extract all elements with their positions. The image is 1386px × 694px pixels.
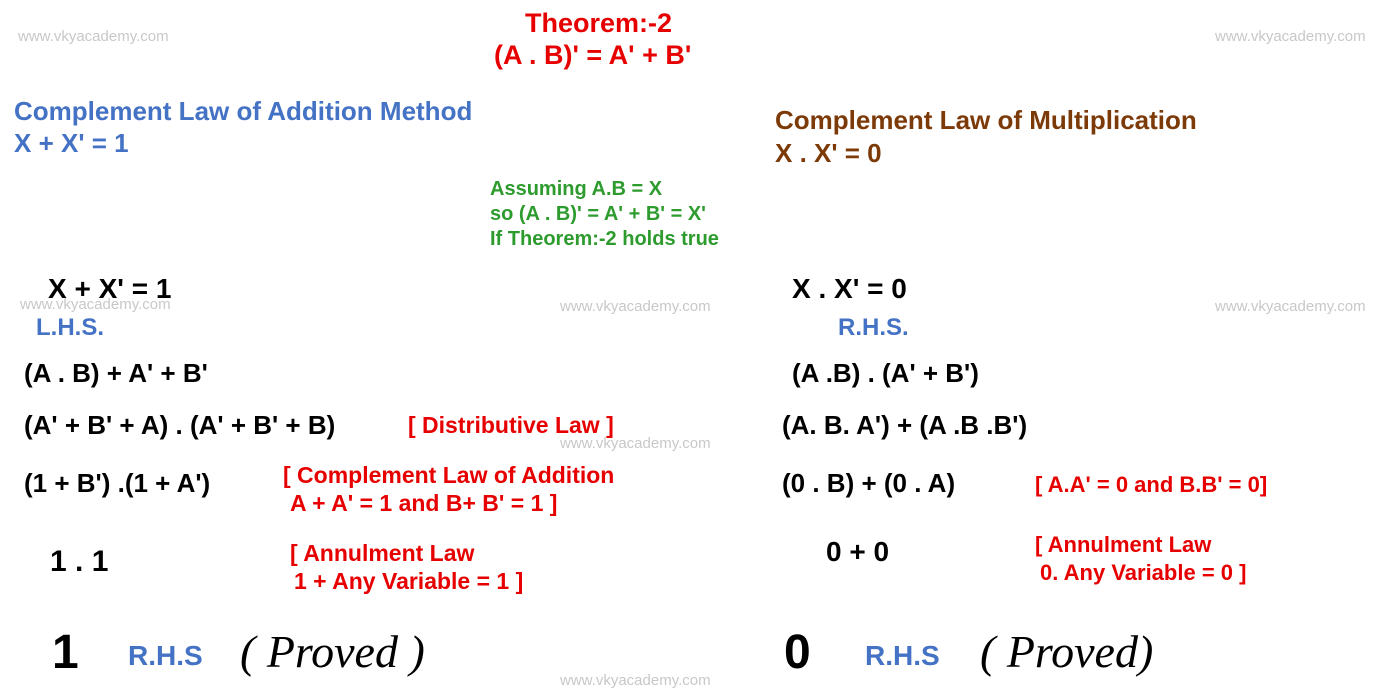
assumption-line3: If Theorem:-2 holds true — [490, 228, 719, 251]
right-step3: (0 . B) + (0 . A) — [782, 468, 955, 499]
left-side: L.H.S. — [36, 314, 104, 342]
left-step3: (1 + B') .(1 + A') — [24, 468, 210, 499]
left-heading: Complement Law of Addition Method — [14, 96, 472, 127]
right-step1: (A .B) . (A' + B') — [792, 358, 979, 389]
left-identity: X + X' = 1 — [14, 128, 129, 159]
right-note4a: [ Annulment Law — [1035, 532, 1211, 558]
right-start-eq: X . X' = 0 — [792, 273, 907, 305]
right-rhs: R.H.S — [865, 640, 940, 672]
right-result: 0 — [784, 625, 811, 680]
right-identity: X . X' = 0 — [775, 138, 882, 169]
watermark: www.vkyacademy.com — [560, 672, 711, 689]
left-rhs: R.H.S — [128, 640, 203, 672]
right-note4b: 0. Any Variable = 0 ] — [1040, 560, 1246, 586]
left-proved: ( Proved ) — [240, 625, 425, 678]
watermark: www.vkyacademy.com — [18, 28, 169, 45]
right-heading: Complement Law of Multiplication — [775, 105, 1197, 136]
left-note3a: [ Complement Law of Addition — [283, 462, 614, 489]
right-proved: ( Proved) — [980, 625, 1153, 678]
right-note3: [ A.A' = 0 and B.B' = 0] — [1035, 472, 1267, 498]
theorem-equation: (A . B)' = A' + B' — [494, 40, 691, 71]
right-step2: (A. B. A') + (A .B .B') — [782, 410, 1027, 441]
left-note3b: A + A' = 1 and B+ B' = 1 ] — [290, 490, 557, 517]
assumption-line1: Assuming A.B = X — [490, 178, 662, 201]
left-note4a: [ Annulment Law — [290, 540, 474, 567]
left-note4b: 1 + Any Variable = 1 ] — [294, 568, 523, 595]
theorem-title: Theorem:-2 — [525, 8, 672, 39]
left-step2: (A' + B' + A) . (A' + B' + B) — [24, 410, 335, 441]
right-step4: 0 + 0 — [826, 536, 889, 568]
left-start-eq: X + X' = 1 — [48, 273, 171, 305]
watermark: www.vkyacademy.com — [1215, 298, 1366, 315]
watermark: www.vkyacademy.com — [560, 298, 711, 315]
left-step1: (A . B) + A' + B' — [24, 358, 208, 389]
right-side: R.H.S. — [838, 314, 909, 342]
left-step4: 1 . 1 — [50, 545, 108, 579]
watermark: www.vkyacademy.com — [1215, 28, 1366, 45]
left-result: 1 — [52, 625, 79, 680]
assumption-line2: so (A . B)' = A' + B' = X' — [490, 203, 706, 226]
left-note2: [ Distributive Law ] — [408, 412, 614, 439]
